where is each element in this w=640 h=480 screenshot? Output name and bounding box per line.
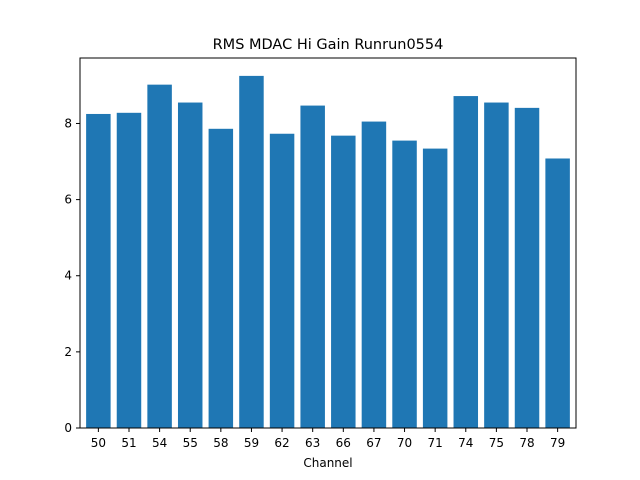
x-tick-label: 58 xyxy=(213,436,228,450)
bar-62 xyxy=(269,133,295,428)
bar-55 xyxy=(177,102,203,428)
bar-70 xyxy=(392,140,417,428)
bar-78 xyxy=(514,107,540,429)
bar-59 xyxy=(239,75,264,428)
y-tick-label: 4 xyxy=(64,269,72,283)
bar-79 xyxy=(545,158,570,429)
y-tick-label: 6 xyxy=(64,193,72,207)
x-tick-label: 63 xyxy=(305,436,320,450)
x-axis: 50 51 54 55 58 59 62 63 66 67 70 71 74 75 78 79 xyxy=(91,428,565,450)
y-tick-label: 0 xyxy=(64,421,72,435)
bar-71 xyxy=(422,148,448,428)
x-tick-label: 79 xyxy=(550,436,565,450)
x-tick-label: 78 xyxy=(519,436,534,450)
bar-54 xyxy=(147,84,172,429)
x-tick-label: 74 xyxy=(458,436,473,450)
x-tick-label: 71 xyxy=(428,436,443,450)
x-tick-label: 59 xyxy=(244,436,259,450)
x-tick-label: 51 xyxy=(121,436,136,450)
bar-63 xyxy=(300,105,325,428)
x-axis-label: Channel xyxy=(303,456,352,470)
bars-group xyxy=(86,75,570,429)
y-axis: 0 2 4 6 8 xyxy=(64,116,80,435)
x-tick-label: 66 xyxy=(336,436,351,450)
bar-74 xyxy=(453,96,479,428)
bar-66 xyxy=(331,135,356,428)
bar-50 xyxy=(86,113,111,429)
y-tick-label: 2 xyxy=(64,345,72,359)
bar-58 xyxy=(208,128,234,429)
plot-frame xyxy=(79,57,577,429)
x-tick-label: 54 xyxy=(152,436,167,450)
bar-67 xyxy=(361,121,387,428)
y-tick-label: 8 xyxy=(64,116,72,130)
x-tick-label: 67 xyxy=(366,436,381,450)
x-tick-label: 50 xyxy=(91,436,106,450)
bar-51 xyxy=(116,112,142,428)
x-tick-label: 62 xyxy=(274,436,289,450)
chart-title: RMS MDAC Hi Gain Runrun0554 xyxy=(213,37,444,53)
x-tick-label: 75 xyxy=(489,436,504,450)
bar-75 xyxy=(484,102,509,428)
x-tick-label: 70 xyxy=(397,436,412,450)
x-tick-label: 55 xyxy=(183,436,198,450)
